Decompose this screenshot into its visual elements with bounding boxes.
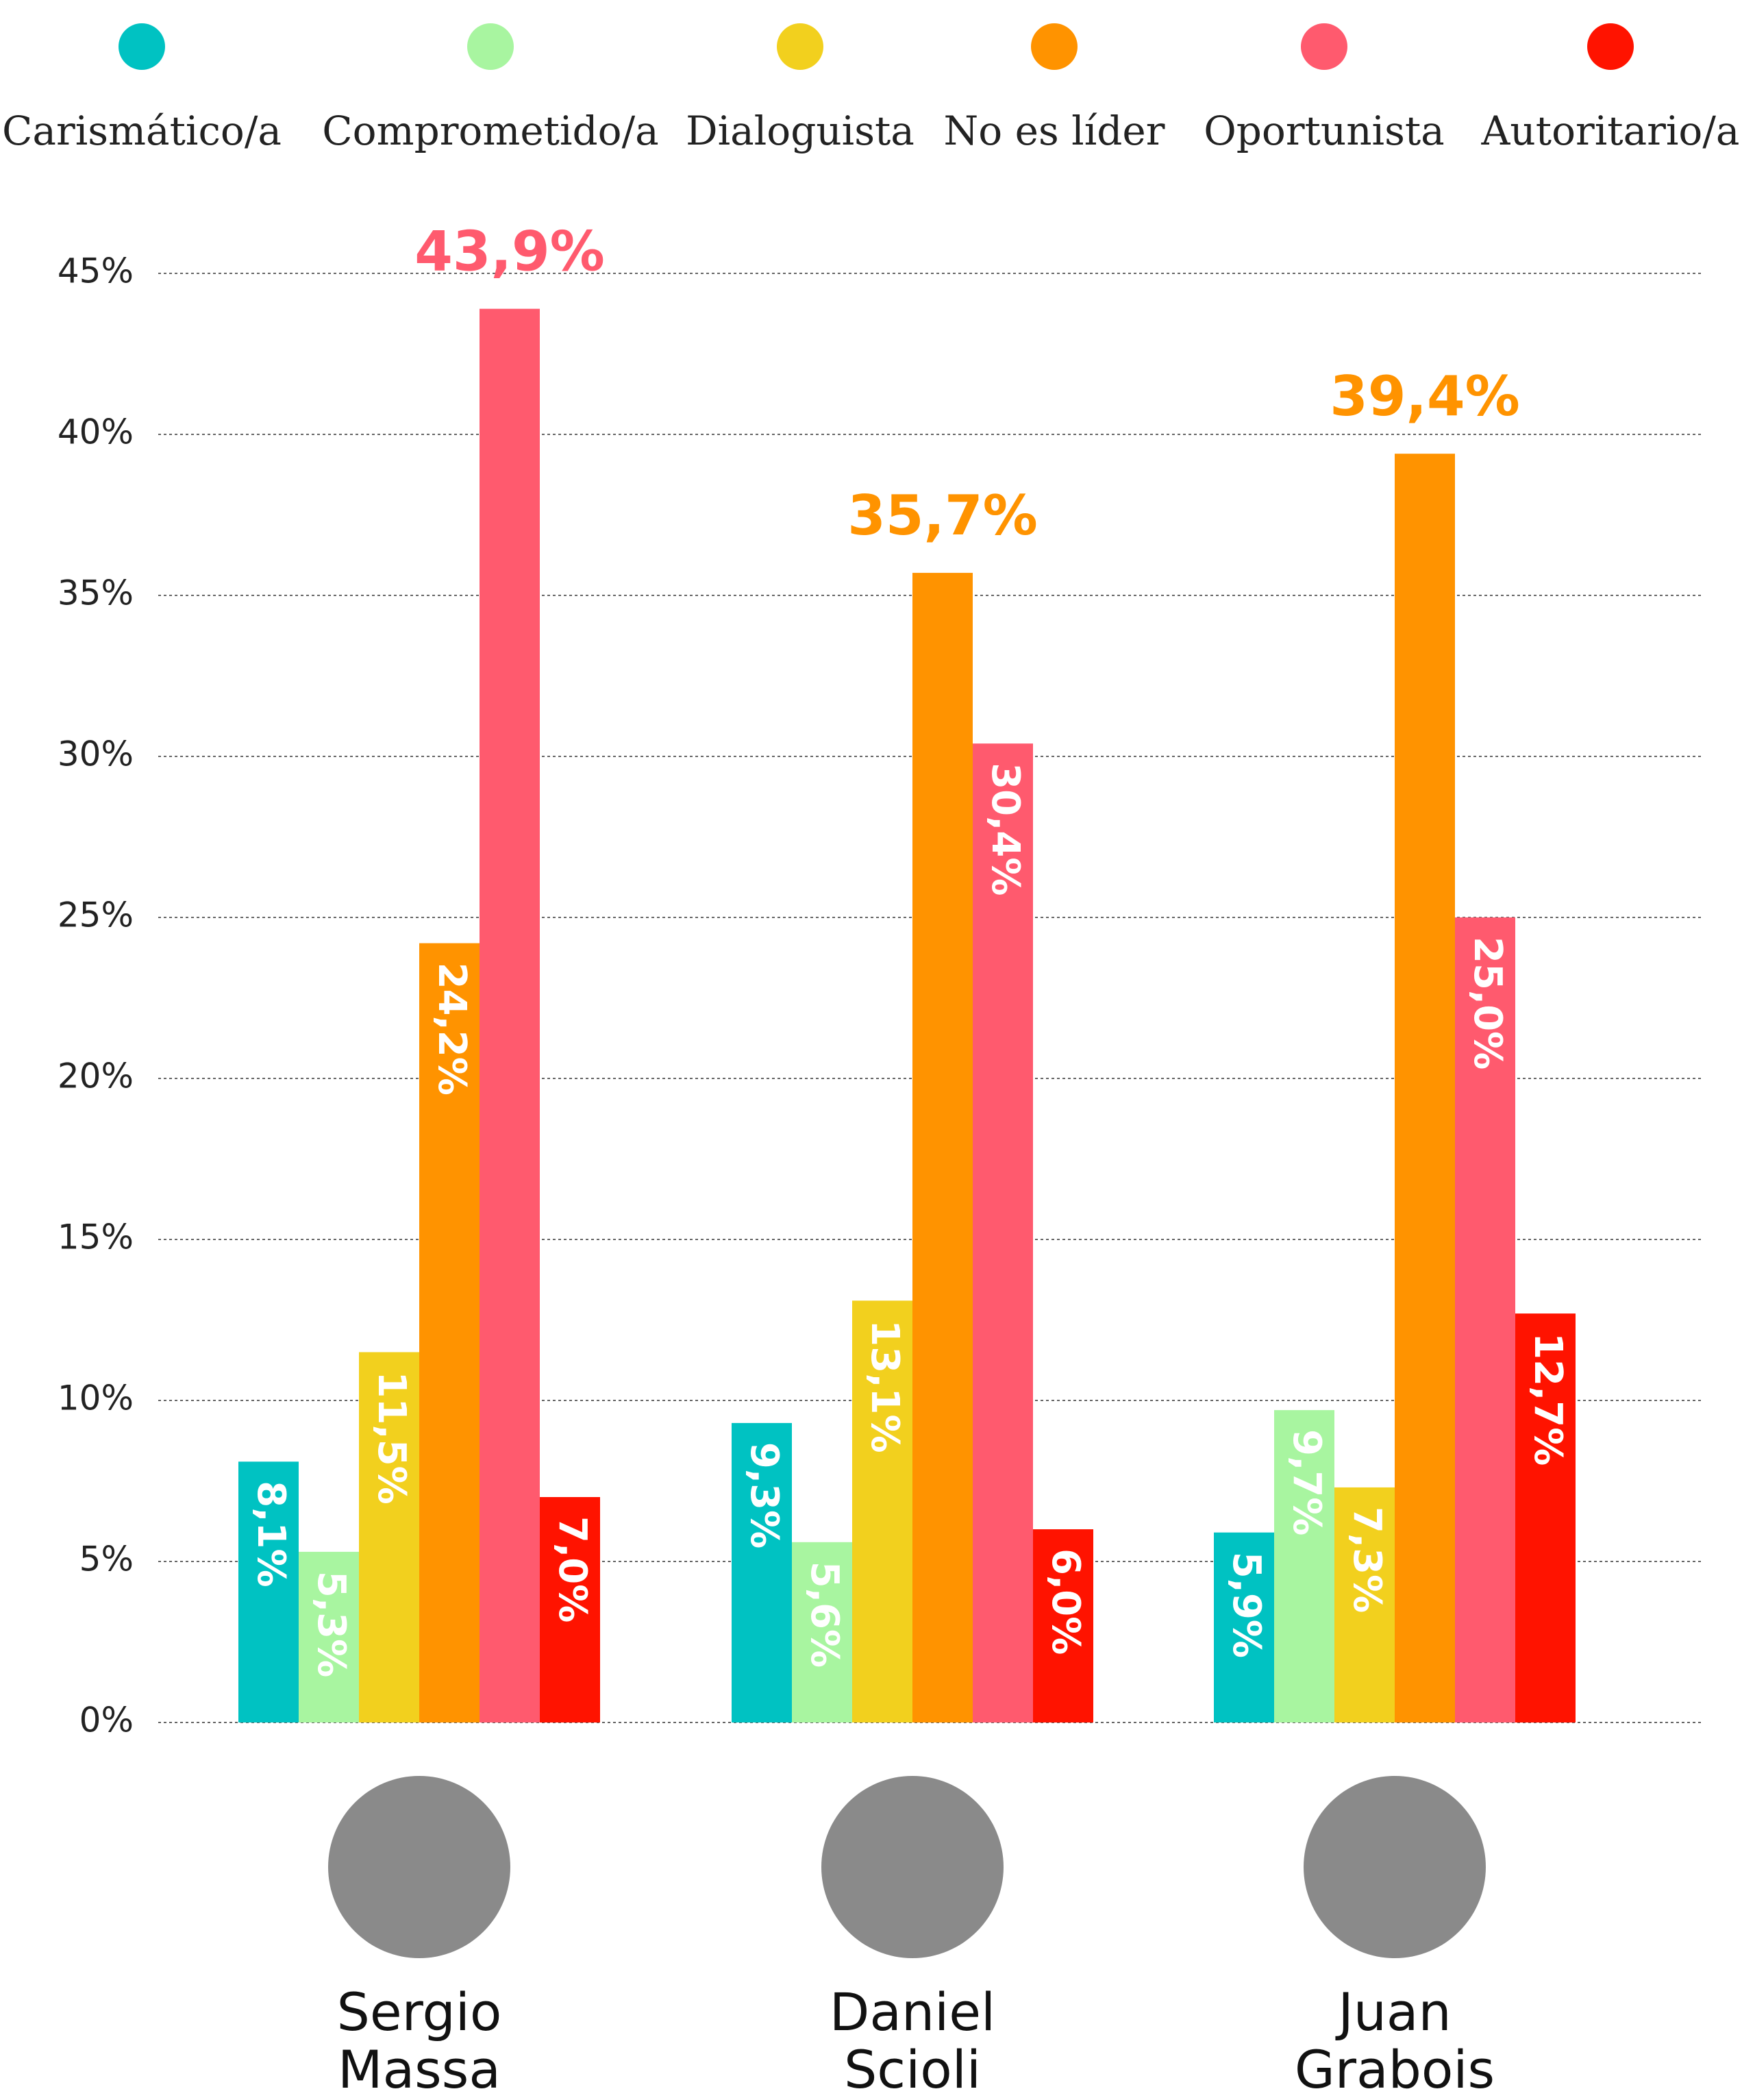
value-label: 43,9% [414, 220, 605, 284]
value-label: 12,7% [1526, 1333, 1570, 1466]
value-label: 35,7% [847, 484, 1038, 547]
legend-swatch [119, 23, 165, 70]
value-label: 11,5% [369, 1372, 414, 1505]
candidate-photo [821, 1776, 1004, 1958]
value-label: 5,3% [309, 1571, 353, 1677]
candidate-photo [328, 1776, 510, 1958]
y-tick-label: 25% [58, 895, 134, 935]
category-label: Daniel Scioli [810, 1984, 1015, 2099]
legend-swatch [467, 23, 514, 70]
value-label: 8,1% [249, 1481, 293, 1587]
candidate-photo [1304, 1776, 1486, 1958]
value-label: 7,3% [1345, 1507, 1389, 1613]
y-tick-label: 10% [58, 1379, 134, 1418]
value-label: 39,4% [1330, 365, 1520, 428]
value-label: 9,3% [742, 1442, 786, 1548]
category-label: Sergio Massa [316, 1984, 522, 2099]
legend-label: Oportunista [1204, 108, 1445, 154]
value-label: 7,0% [550, 1516, 595, 1622]
chart: Carismático/a Comprometido/a Dialoguista No… [0, 0, 1742, 2099]
category-label: Juan Grabois [1292, 1984, 1497, 2099]
y-tick-label: 45% [58, 251, 134, 291]
y-tick-label: 30% [58, 734, 134, 774]
legend-swatch [777, 23, 823, 70]
value-label: 5,6% [802, 1561, 847, 1668]
page: Carismático/a Comprometido/a Dialoguista No… [0, 0, 1742, 2099]
bar [912, 573, 973, 1722]
legend-swatch [1301, 23, 1347, 70]
bar [1395, 454, 1455, 1722]
legend-swatch [1031, 23, 1078, 70]
y-tick-label: 40% [58, 412, 134, 452]
legend-swatch [1587, 23, 1634, 70]
y-tick-label: 35% [58, 573, 134, 613]
value-label: 24,2% [430, 963, 474, 1096]
legend-label: Comprometido/a [322, 108, 658, 154]
legend-label: Dialoguista [686, 108, 914, 154]
value-label: 6,0% [1043, 1548, 1088, 1655]
y-tick-label: 20% [58, 1057, 134, 1096]
y-tick-label: 0% [79, 1701, 134, 1740]
y-tick-label: 5% [79, 1540, 134, 1579]
legend-label: Carismático/a [2, 108, 282, 154]
value-label: 13,1% [862, 1320, 907, 1453]
value-label: 25,0% [1465, 937, 1510, 1070]
value-label: 9,7% [1284, 1429, 1329, 1535]
legend-label: Autoritario/a [1481, 108, 1740, 154]
y-tick-label: 15% [58, 1218, 134, 1257]
value-label: 30,4% [983, 763, 1028, 895]
value-label: 5,9% [1224, 1552, 1269, 1658]
legend-label: No es líder [944, 108, 1165, 154]
bar [480, 309, 540, 1722]
